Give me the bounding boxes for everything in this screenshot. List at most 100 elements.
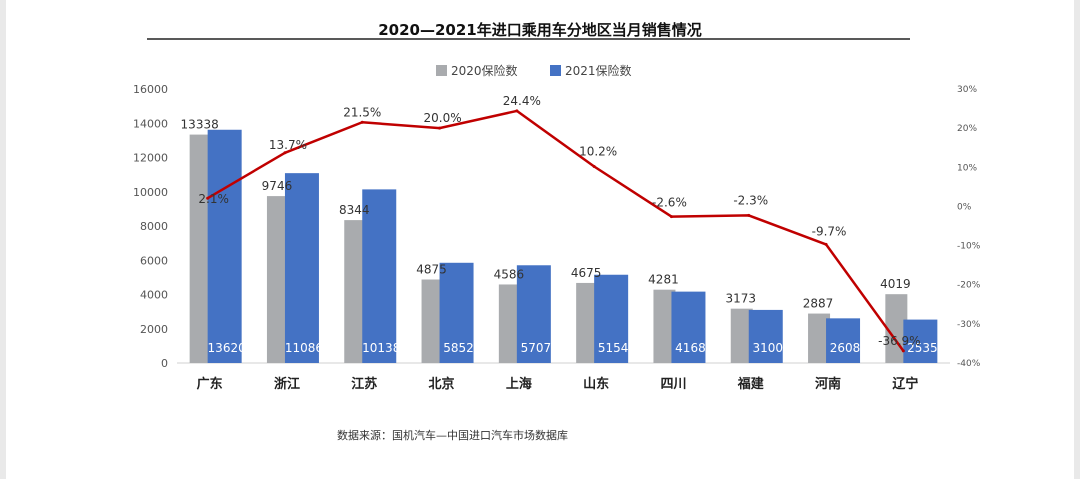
growth-line-point: [283, 151, 287, 155]
bar-2020-value-label: 9746: [262, 179, 293, 193]
left-axis-tick-label: 12000: [133, 152, 168, 165]
growth-line-point: [669, 215, 673, 219]
bar-2020-value-label: 4281: [648, 273, 679, 287]
growth-line-point: [438, 126, 442, 130]
bar-2021-value-label: 5707: [521, 341, 552, 355]
bar-2021: [903, 319, 938, 363]
right-axis-tick-label: 0%: [957, 202, 972, 212]
chart-title: 2020—2021年进口乘用车分地区当月销售情况: [378, 21, 702, 39]
left-axis-tick-label: 0: [161, 357, 168, 370]
x-tick-label: 山东: [583, 376, 609, 392]
growth-line-value-label: 20.0%: [423, 111, 461, 125]
bar-2020-value-label: 4019: [880, 277, 911, 291]
x-tick-label: 浙江: [274, 376, 300, 392]
left-border: [0, 0, 6, 479]
bar-2020: [344, 220, 367, 363]
right-axis-tick-label: -10%: [957, 242, 981, 252]
growth-line-point: [206, 196, 210, 200]
right-axis-tick-label: 20%: [957, 124, 977, 134]
growth-line-value-label: -2.3%: [733, 193, 768, 207]
bar-2020-value-label: 4675: [571, 266, 602, 280]
right-axis-tick-label: -20%: [957, 281, 981, 291]
bar-2021-value-label: 11086: [285, 341, 323, 355]
bar-2020: [266, 196, 289, 363]
right-axis-tick-label: -30%: [957, 320, 981, 330]
growth-line-point: [901, 349, 905, 353]
legend-label-2021: 2021保险数: [565, 63, 632, 78]
legend: 2020保险数 2021保险数: [436, 63, 632, 78]
growth-line-point: [515, 109, 519, 113]
growth-line-value-label: 13.7%: [269, 138, 307, 152]
legend-label-2020: 2020保险数: [451, 63, 518, 78]
bar-2021: [594, 274, 629, 363]
bar-2021: [207, 129, 242, 363]
bar-2020-value-label: 13338: [181, 118, 219, 132]
bar-2020: [730, 308, 753, 363]
bar-2020: [498, 284, 521, 363]
right-axis: -40% -30% -20% -10% 0% 10% 20% 30%: [957, 85, 981, 369]
x-tick-label: 江苏: [351, 376, 377, 392]
bar-2021-value-label: 2608: [830, 341, 861, 355]
growth-line-point: [360, 120, 364, 124]
bar-2021-value-label: 5154: [598, 341, 629, 355]
bar-2021: [362, 189, 397, 363]
left-axis: 0 2000 4000 6000 8000 10000 12000 14000 16000: [133, 83, 168, 370]
left-axis-tick-label: 16000: [133, 83, 168, 96]
left-axis-tick-label: 10000: [133, 186, 168, 199]
bar-2020: [189, 134, 212, 363]
bar-2020-value-label: 8344: [339, 203, 370, 217]
bar-2020-value-label: 3173: [725, 292, 756, 306]
bar-2020-value-label: 2887: [803, 297, 834, 311]
bar-2021: [284, 173, 319, 363]
bar-2020: [653, 289, 676, 363]
left-axis-tick-label: 14000: [133, 117, 168, 130]
growth-line-value-label: -9.7%: [812, 224, 847, 238]
x-tick-label: 上海: [506, 376, 532, 392]
bar-2021: [671, 291, 706, 363]
bar-2020-value-label: 4875: [416, 263, 447, 277]
growth-line-point: [592, 165, 596, 169]
bar-2020: [885, 294, 908, 363]
growth-line-point: [824, 242, 828, 246]
data-labels: 13338 13620 9746 11086 8344 10138 4875 5852 4586…: [181, 94, 938, 355]
legend-swatch-2020: [436, 65, 447, 76]
growth-line-value-label: -2.6%: [652, 196, 687, 210]
x-tick-label: 辽宁: [892, 376, 918, 392]
bar-2021-value-label: 3100: [752, 341, 783, 355]
x-tick-label: 河南: [815, 376, 841, 392]
growth-line: [207, 109, 905, 352]
bar-2021-value-label: 4168: [675, 341, 706, 355]
bar-2021-value-label: 5852: [443, 341, 474, 355]
growth-line-value-label: 10.2%: [579, 145, 617, 159]
legend-swatch-2021: [550, 65, 561, 76]
bar-2021: [748, 309, 783, 363]
left-axis-tick-label: 6000: [140, 254, 168, 267]
bar-2021-value-label: 10138: [362, 341, 400, 355]
growth-line-value-label: 24.4%: [503, 94, 541, 108]
bar-2020-value-label: 4586: [494, 267, 525, 281]
x-tick-label: 四川: [660, 377, 686, 392]
bar-2021-value-label: 2535: [907, 341, 938, 355]
left-axis-tick-label: 8000: [140, 220, 168, 233]
growth-line-value-label: -36.9%: [878, 334, 920, 348]
growth-line-value-label: 21.5%: [343, 105, 381, 119]
bars: [189, 129, 938, 363]
x-tick-labels: 广东 浙江 江苏 北京 上海 山东 四川 福建 河南 辽宁: [197, 376, 919, 392]
bar-2020: [421, 279, 444, 363]
right-axis-tick-label: 30%: [957, 85, 977, 95]
bar-2021: [439, 262, 474, 363]
right-border: [1074, 0, 1080, 479]
left-axis-tick-label: 4000: [140, 289, 168, 302]
left-axis-tick-label: 2000: [140, 323, 168, 336]
bar-2021: [516, 265, 551, 363]
bar-2020: [576, 282, 599, 363]
right-axis-tick-label: -40%: [957, 359, 981, 369]
growth-line-series: [206, 109, 905, 353]
bar-2021: [826, 318, 861, 363]
x-tick-label: 北京: [429, 376, 455, 392]
growth-line-value-label: 2.1%: [198, 192, 229, 206]
growth-line-point: [747, 213, 751, 217]
right-axis-tick-label: 10%: [957, 163, 977, 173]
